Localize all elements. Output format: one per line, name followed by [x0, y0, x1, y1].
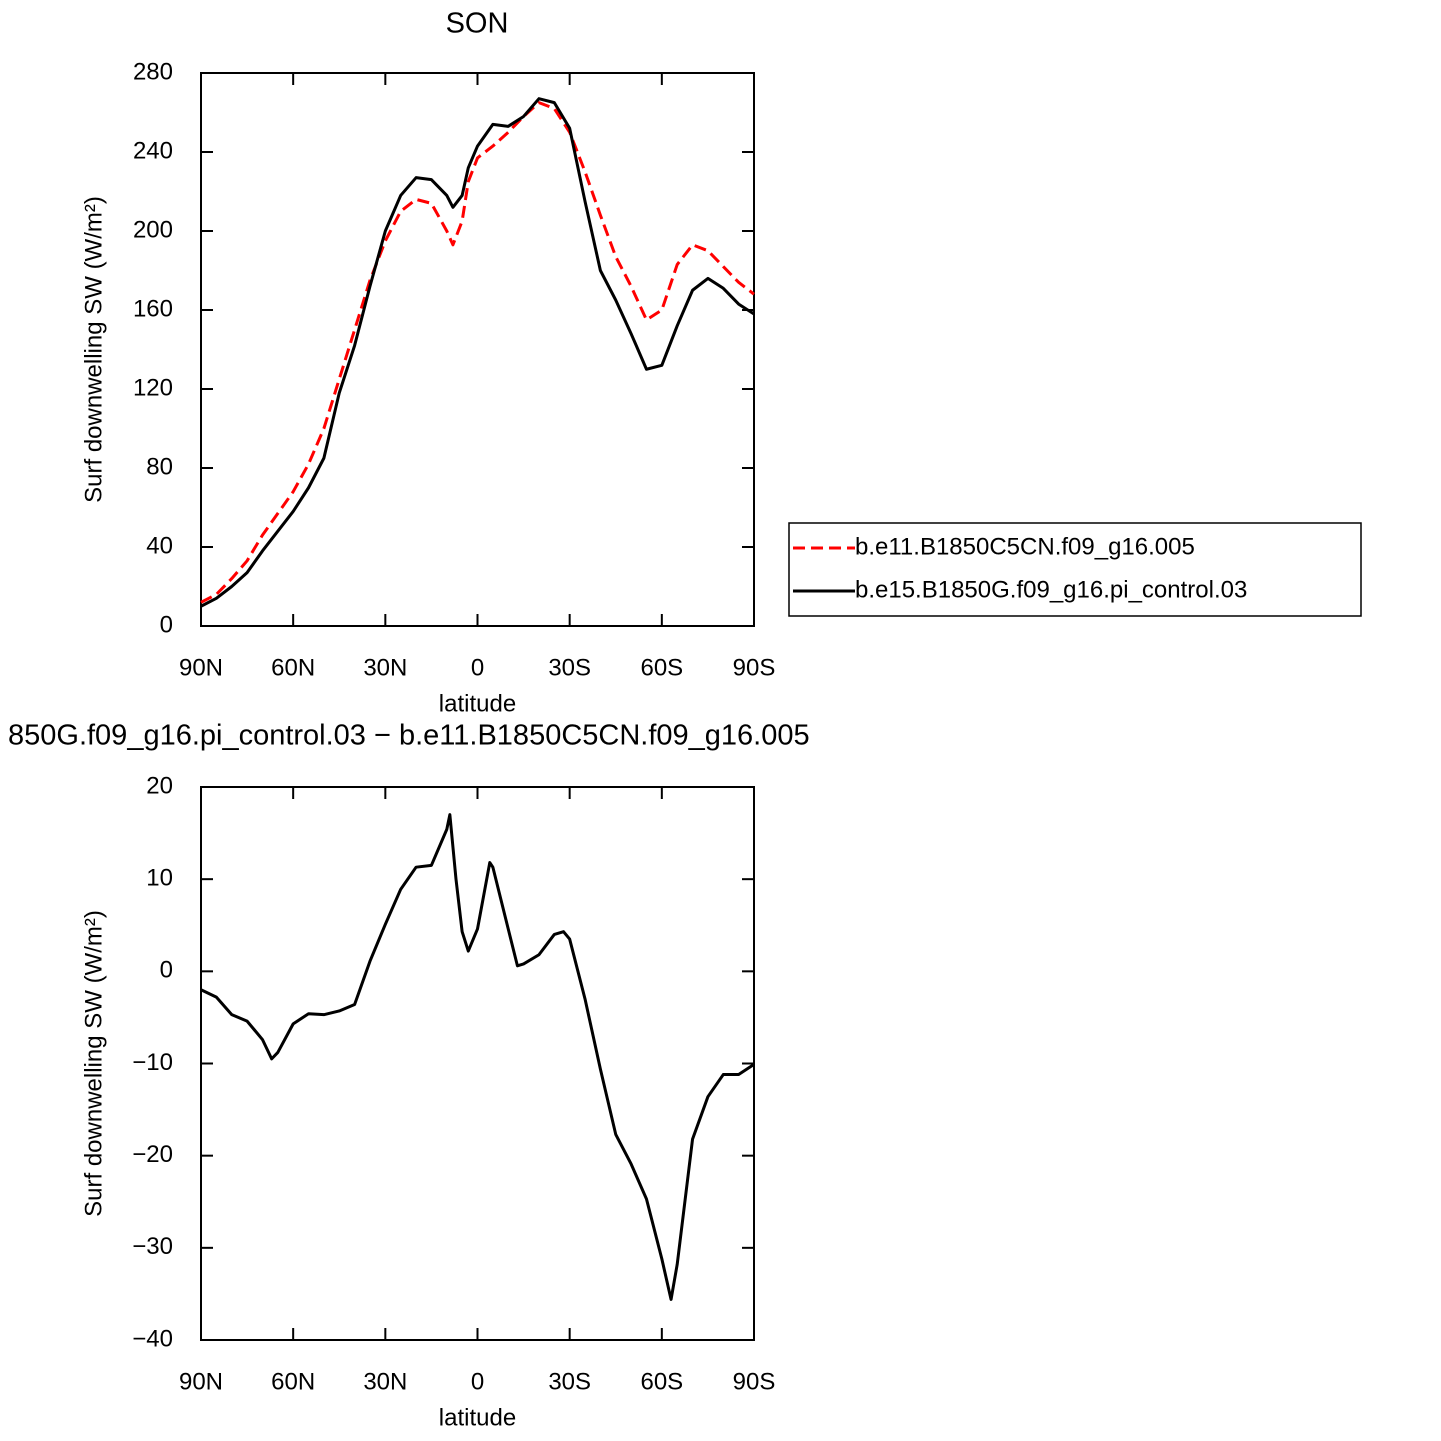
data-line [200, 101, 755, 604]
x-axis-label: latitude [439, 690, 516, 717]
legend-label: b.e11.B1850C5CN.f09_g16.005 [855, 533, 1195, 560]
x-tick-label: 0 [471, 1368, 484, 1395]
x-tick-label: 90S [733, 1368, 776, 1395]
x-tick-label: 60N [271, 1368, 315, 1395]
x-tick-label: 0 [471, 654, 484, 681]
x-tick-label: 30S [548, 654, 591, 681]
y-tick-label: 40 [146, 532, 173, 559]
y-tick-label: 0 [160, 611, 173, 638]
y-tick-label: 160 [133, 295, 173, 322]
y-axis-label: Surf downwelling SW (W/m²) [80, 196, 107, 503]
plot-frame [200, 786, 755, 1341]
legend-label: b.e15.B1850G.f09_g16.pi_control.03 [855, 576, 1247, 603]
y-tick-label: 80 [146, 453, 173, 480]
y-tick-label: 200 [133, 216, 173, 243]
legend-box [788, 522, 1362, 617]
y-tick-label: −40 [132, 1325, 173, 1352]
data-line [200, 813, 755, 1301]
y-tick-label: 280 [133, 58, 173, 85]
y-tick-label: 240 [133, 137, 173, 164]
x-tick-label: 30S [548, 1368, 591, 1395]
y-tick-label: 120 [133, 374, 173, 401]
x-tick-label: 90N [179, 1368, 223, 1395]
y-tick-label: 0 [160, 957, 173, 984]
y-tick-label: −10 [132, 1049, 173, 1076]
x-tick-label: 30N [363, 654, 407, 681]
y-axis-label: Surf downwelling SW (W/m²) [80, 910, 107, 1217]
x-tick-label: 90S [733, 654, 776, 681]
chart-title: SON [446, 8, 509, 40]
plot-frame [200, 72, 755, 627]
y-tick-label: −20 [132, 1141, 173, 1168]
x-tick-label: 90N [179, 654, 223, 681]
x-tick-label: 30N [363, 1368, 407, 1395]
x-tick-label: 60N [271, 654, 315, 681]
chart-title: 850G.f09_g16.pi_control.03 − b.e11.B1850… [8, 720, 810, 752]
x-tick-label: 60S [640, 1368, 683, 1395]
x-axis-label: latitude [439, 1404, 516, 1431]
y-tick-label: 20 [146, 772, 173, 799]
x-tick-label: 60S [640, 654, 683, 681]
y-tick-label: 10 [146, 865, 173, 892]
data-line [200, 97, 755, 608]
y-tick-label: −30 [132, 1233, 173, 1260]
